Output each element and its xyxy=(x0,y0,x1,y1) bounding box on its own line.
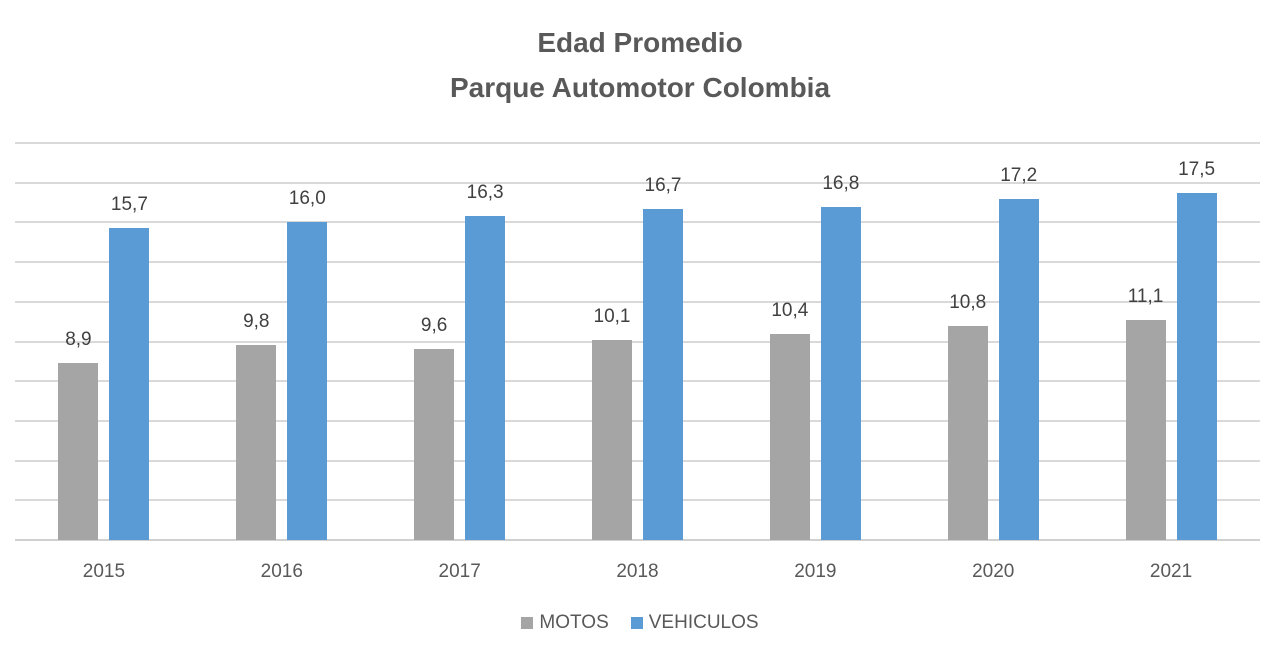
gridline xyxy=(15,499,1260,502)
data-label: 10,1 xyxy=(593,305,631,327)
bar-vehiculos-2021 xyxy=(1176,192,1217,540)
chart-title-line-2: Parque Automotor Colombia xyxy=(449,72,831,103)
data-label: 16,7 xyxy=(644,174,682,196)
legend-swatch-icon xyxy=(521,617,534,629)
data-label: 10,8 xyxy=(949,291,987,313)
bar-vehiculos-2017 xyxy=(465,216,506,540)
data-label: 16,3 xyxy=(466,182,504,204)
x-tick-label: 2017 xyxy=(438,561,481,582)
plot-area: 8,9 15,7 9,8 16,0 9,6 16,3 10,1 16,7 10,4 16,8 10,… xyxy=(15,142,1260,541)
bar-vehiculos-2018 xyxy=(643,208,683,540)
gridline xyxy=(15,142,1260,144)
legend-label: MOTOS xyxy=(539,612,609,633)
legend-item-motos: MOTOS xyxy=(521,612,609,634)
gridline xyxy=(15,181,1260,184)
bar-motos-2016 xyxy=(236,345,277,540)
data-label: 11,1 xyxy=(1127,285,1164,307)
data-label: 10,4 xyxy=(771,299,809,321)
legend: MOTOS VEHICULOS xyxy=(0,612,1280,634)
bar-vehiculos-2020 xyxy=(998,198,1039,540)
bar-vehiculos-2016 xyxy=(287,222,328,540)
legend-label: VEHICULOS xyxy=(648,612,759,633)
x-tick-label: 2019 xyxy=(794,561,837,582)
gridline xyxy=(15,340,1260,343)
gridline xyxy=(15,300,1260,303)
x-tick-label: 2015 xyxy=(82,561,126,582)
x-tick-label: 2020 xyxy=(972,561,1015,582)
x-tick-label: 2018 xyxy=(616,561,659,582)
data-label: 15,7 xyxy=(110,194,148,216)
gridline xyxy=(15,419,1260,422)
bar-motos-2020 xyxy=(947,325,988,540)
bar-motos-2018 xyxy=(592,339,632,540)
data-label: 16,0 xyxy=(288,188,326,210)
x-axis-line xyxy=(15,539,1260,541)
gridline xyxy=(15,261,1260,264)
bar-motos-2015 xyxy=(58,363,99,540)
data-label: 17,5 xyxy=(1178,158,1216,180)
gridline xyxy=(15,459,1260,462)
data-label: 17,2 xyxy=(1000,164,1038,186)
bar-motos-2017 xyxy=(414,349,455,540)
data-label: 16,8 xyxy=(822,172,860,194)
x-tick-label: 2016 xyxy=(260,561,303,582)
gridline xyxy=(15,380,1260,383)
gridline xyxy=(15,221,1260,224)
chart-title-line-1: Edad Promedio xyxy=(537,27,743,58)
data-label: 8,9 xyxy=(65,329,92,351)
legend-item-vehiculos: VEHICULOS xyxy=(630,612,759,634)
data-label: 9,8 xyxy=(243,311,270,333)
bar-vehiculos-2019 xyxy=(820,206,861,540)
data-label: 9,6 xyxy=(420,315,448,337)
bar-motos-2019 xyxy=(769,333,810,540)
legend-swatch-icon xyxy=(630,617,643,629)
bar-motos-2021 xyxy=(1125,319,1166,540)
x-tick-label: 2021 xyxy=(1149,561,1193,582)
bar-vehiculos-2015 xyxy=(109,228,150,540)
